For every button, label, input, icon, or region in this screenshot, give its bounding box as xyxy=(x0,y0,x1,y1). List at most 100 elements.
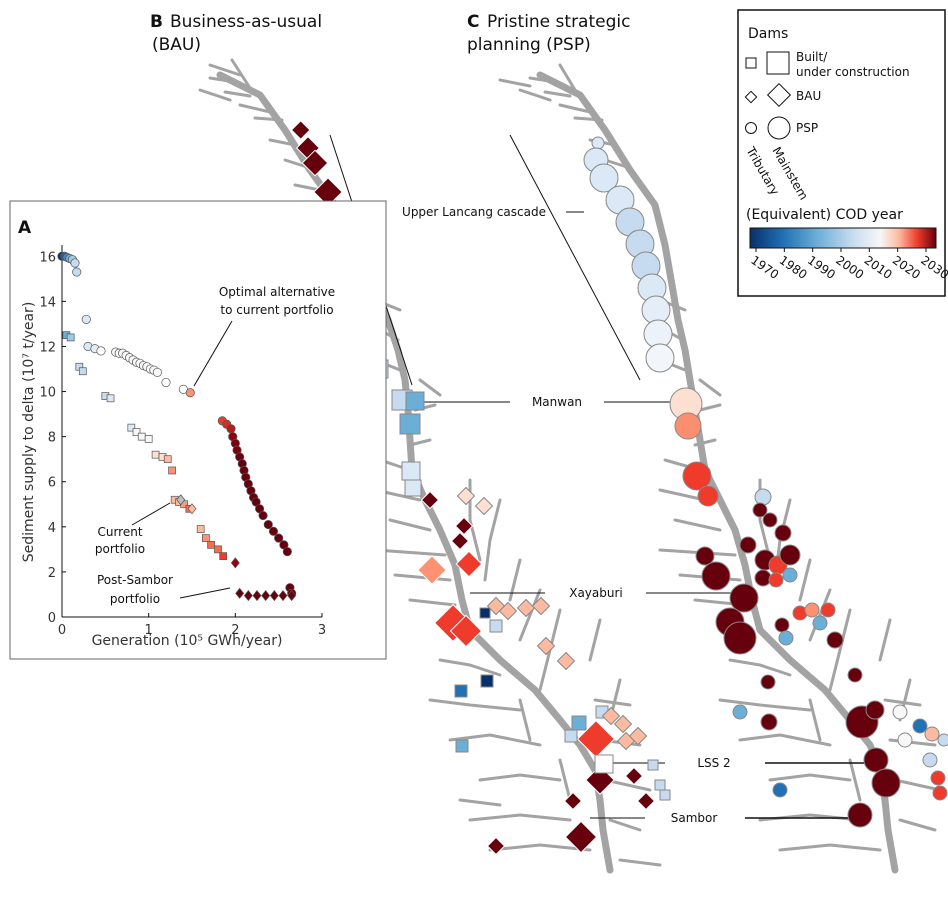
dam-marker xyxy=(820,602,836,618)
legend-psp: PSP xyxy=(796,121,818,135)
dam-marker xyxy=(892,704,908,720)
y-tick-label: 10 xyxy=(39,386,56,401)
panel-b-title: Business-as-usual xyxy=(170,12,322,32)
legend-colorbar xyxy=(749,227,937,249)
dam-marker xyxy=(760,674,776,690)
dam-marker xyxy=(697,485,719,507)
dam-marker xyxy=(455,739,469,753)
dam-marker xyxy=(847,802,873,828)
data-point-diamond xyxy=(243,590,253,602)
data-point-square xyxy=(144,435,153,443)
dam-marker xyxy=(695,546,715,566)
dam-marker xyxy=(449,614,483,648)
data-point-circle xyxy=(81,314,91,324)
dam-marker xyxy=(922,752,938,768)
dam-marker xyxy=(301,149,329,177)
dam-marker xyxy=(937,733,948,747)
data-point-circle xyxy=(226,424,236,434)
x-tick-label: 3 xyxy=(318,623,326,638)
dam-marker xyxy=(729,583,759,613)
dam-marker xyxy=(420,490,440,510)
dam-marker xyxy=(455,550,483,578)
dam-marker xyxy=(489,619,503,633)
dam-marker xyxy=(479,607,491,619)
legend-square-small xyxy=(745,57,757,69)
data-point-circle xyxy=(274,533,284,543)
data-point-diamond xyxy=(269,590,279,602)
data-point-circle xyxy=(96,346,106,356)
dam-marker xyxy=(454,516,474,536)
data-point-circle xyxy=(152,367,162,377)
dam-marker xyxy=(450,531,470,551)
dam-marker xyxy=(516,598,536,618)
data-point-diamond xyxy=(187,503,197,515)
dam-marker xyxy=(563,791,583,811)
dam-marker xyxy=(591,136,605,150)
dam-marker xyxy=(723,621,757,655)
dam-marker xyxy=(628,726,648,746)
data-point-diamond xyxy=(230,557,240,569)
dam-marker xyxy=(924,726,940,742)
data-point-square xyxy=(168,466,176,475)
annot-post-1: Post-Sambor xyxy=(97,573,173,587)
x-tick-label: 1 xyxy=(145,623,153,638)
x-axis-label: Generation (10⁵ GWh/year) xyxy=(92,633,283,649)
dam-marker xyxy=(556,651,576,671)
data-point-diamond xyxy=(176,494,186,506)
legend-diamond-small xyxy=(744,90,758,104)
dam-marker xyxy=(826,631,844,649)
panel-c-title: Pristine strategic xyxy=(487,12,630,32)
annot-current-2: portfolio xyxy=(95,542,145,556)
panel-b-letter: B xyxy=(150,12,163,32)
dam-marker xyxy=(774,524,792,542)
dam-marker xyxy=(863,747,889,773)
panel-a-letter: A xyxy=(18,218,32,238)
data-point-square xyxy=(132,428,141,436)
dam-marker xyxy=(647,759,659,771)
y-axis-label: Sediment supply to delta (10⁷ t/year) xyxy=(21,302,37,563)
y-tick-label: 14 xyxy=(39,295,56,310)
data-point-square xyxy=(151,450,160,459)
data-point-circle xyxy=(161,377,171,388)
dam-marker xyxy=(474,496,494,516)
dam-marker xyxy=(871,768,901,798)
dam-marker xyxy=(454,684,468,698)
data-point-square xyxy=(106,394,115,403)
data-point-square xyxy=(137,432,146,441)
dam-marker xyxy=(594,754,614,774)
dam-marker xyxy=(932,785,948,801)
legend-title: Dams xyxy=(748,26,788,42)
x-ticks: 0 1 2 3 xyxy=(58,613,326,638)
dam-marker xyxy=(865,700,885,720)
legend-built: Built/ xyxy=(796,50,828,64)
dam-marker xyxy=(624,766,644,786)
data-point-diamond xyxy=(235,587,245,599)
dam-marker xyxy=(778,630,794,646)
dam-marker xyxy=(847,667,863,683)
y-tick-label: 4 xyxy=(48,521,56,536)
dam-marker xyxy=(772,782,788,798)
dam-marker xyxy=(930,770,946,786)
panel-b-subtitle: (BAU) xyxy=(152,35,201,55)
dams-psp xyxy=(583,136,948,828)
dam-marker xyxy=(897,732,913,748)
panel-c-subtitle: planning (PSP) xyxy=(467,35,591,55)
y-ticks: 0 2 4 6 8 10 12 14 16 xyxy=(39,250,66,626)
data-point-square xyxy=(202,534,210,542)
y-tick-label: 8 xyxy=(48,431,56,446)
dam-marker xyxy=(480,674,494,688)
dam-marker xyxy=(752,502,768,518)
dam-marker xyxy=(739,536,757,554)
data-point-circle xyxy=(282,547,292,557)
dam-marker xyxy=(405,391,425,411)
dam-marker xyxy=(613,714,633,734)
data-point-square xyxy=(196,525,205,533)
legend-cod-title: (Equivalent) COD year xyxy=(746,207,903,223)
dam-marker xyxy=(762,512,778,528)
dam-marker xyxy=(782,567,798,583)
data-point-square xyxy=(214,545,222,554)
data-point-circle xyxy=(268,526,279,536)
dam-marker xyxy=(576,719,616,759)
